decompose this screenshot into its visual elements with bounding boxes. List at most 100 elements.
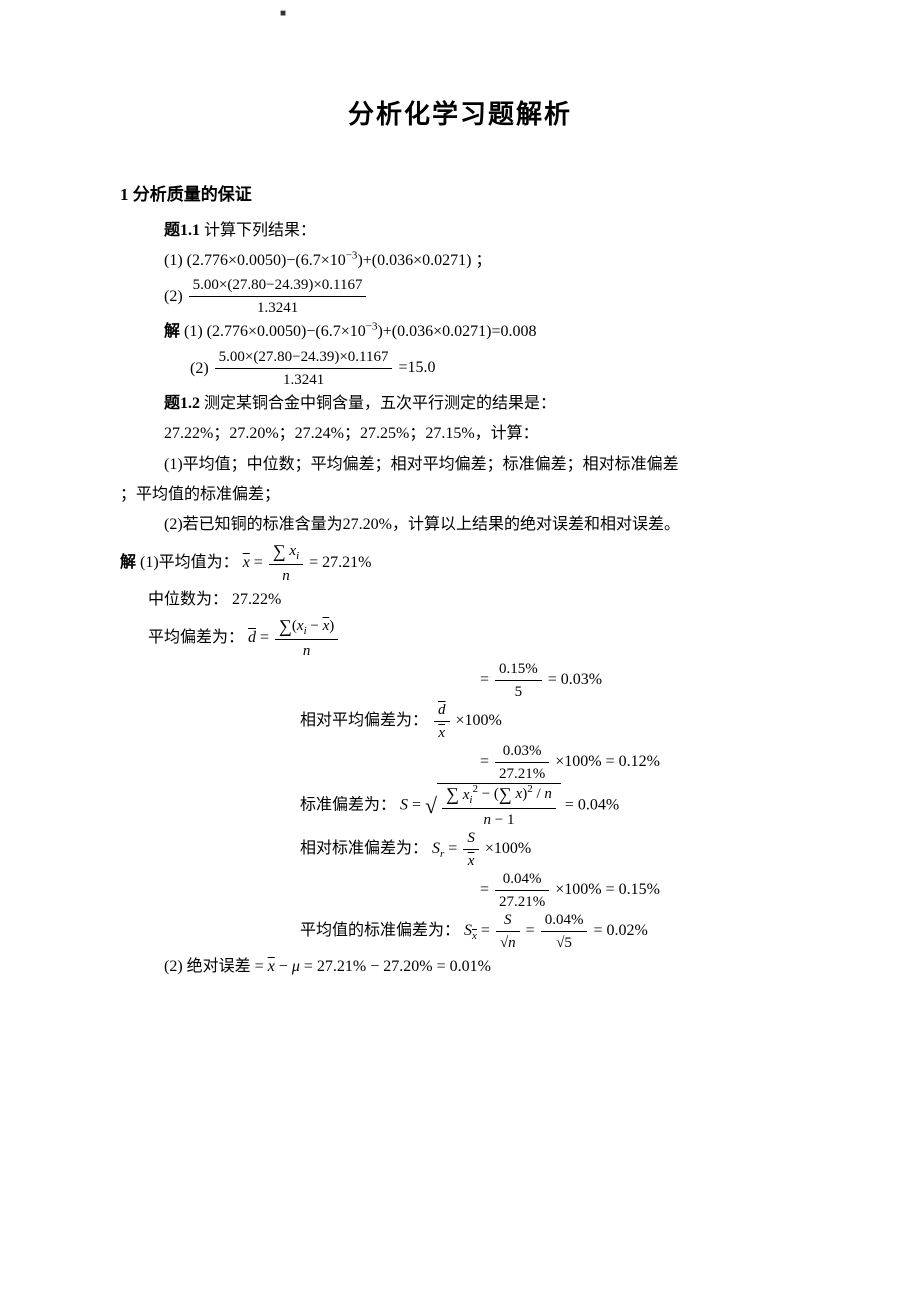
fraction: 0.15% 5: [495, 660, 542, 701]
numerator: 0.03%: [495, 742, 549, 763]
abs-err-lead: (2) 绝对误差 =: [164, 958, 264, 975]
problem-1-2: 题1.2 测定某铜合金中铜含量，五次平行测定的结果是：: [120, 389, 800, 419]
fraction: ∑(xi − x) n: [275, 616, 338, 661]
stddev-line: 标准偏差为： S = √ ∑ xi2 − (∑ x)2 / n n − 1 = …: [120, 783, 800, 829]
solution-label: 解: [120, 554, 136, 571]
problem-label: 题1.1: [164, 222, 200, 239]
problem-1-2-q1a: (1)平均值；中位数；平均偏差；相对平均偏差；标准偏差；相对标准偏差: [120, 450, 800, 480]
median-line: 中位数为： 27.22% ■: [120, 585, 800, 615]
numerator: S: [496, 911, 520, 932]
rel-stddev-label: 相对标准偏差为：: [300, 840, 428, 857]
fraction: ∑ xi2 − (∑ x)2 / n n − 1: [442, 784, 556, 829]
eq-1-1-2: (2) 5.00×(27.80−24.39)×0.1167 1.3241: [120, 276, 800, 317]
problem-1-1: 题1.1 计算下列结果：: [120, 216, 800, 246]
S: S: [400, 797, 408, 814]
sem-label: 平均值的标准偏差为：: [300, 922, 460, 939]
sol-result: =15.0: [398, 359, 435, 376]
denominator: 27.21%: [495, 763, 549, 783]
fraction: 0.03% 27.21%: [495, 742, 549, 783]
rel-avgdev-label: 相对平均偏差为：: [300, 713, 428, 730]
numerator: 5.00×(27.80−24.39)×0.1167: [215, 348, 393, 369]
problem-label: 题1.2: [164, 395, 200, 412]
avgdev-line: 平均偏差为： d = ∑(xi − x) n: [120, 616, 800, 661]
abs-err-line: (2) 绝对误差 = x − μ = 27.21% − 27.20% = 0.0…: [120, 952, 800, 982]
times100: ×100%: [456, 713, 502, 730]
rel-stddev-result: ×100% = 0.15%: [555, 881, 660, 898]
denominator: 27.21%: [495, 891, 549, 911]
mean-result: = 27.21%: [309, 554, 371, 571]
sem-result: = 0.02%: [593, 922, 647, 939]
avgdev-calc: = 0.15% 5 = 0.03%: [120, 660, 800, 701]
rel-avgdev-calc: = 0.03% 27.21% ×100% = 0.12%: [120, 742, 800, 783]
times100: ×100%: [485, 840, 531, 857]
eq-lead: (2): [164, 276, 183, 312]
fraction: S √n: [496, 911, 520, 952]
problem-1-2-q1b: ；平均值的标准偏差；: [120, 480, 800, 510]
fraction: ∑ xi n: [269, 541, 303, 586]
stddev-result: = 0.04%: [565, 797, 619, 814]
rel-stddev-line: 相对标准偏差为： Sr = S x ×100%: [120, 829, 800, 870]
avgdev-label: 平均偏差为：: [148, 629, 244, 646]
problem-prompt: 测定某铜合金中铜含量，五次平行测定的结果是：: [204, 395, 556, 412]
sqrt-icon: √: [425, 793, 437, 818]
denominator: 5: [495, 681, 542, 701]
problem-prompt: 计算下列结果：: [204, 222, 316, 239]
sol-lead: (1): [184, 323, 203, 340]
sol-body: (2.776×0.0050)−(6.7×10−3)+(0.036×0.0271)…: [207, 323, 537, 340]
fraction: d x: [434, 701, 450, 742]
dbar: d: [248, 629, 256, 646]
sqrt: √ ∑ xi2 − (∑ x)2 / n n − 1: [425, 783, 561, 829]
avgdev-result: = 0.03%: [548, 672, 602, 689]
denominator: n: [275, 640, 338, 660]
fraction: 0.04% √5: [541, 911, 588, 952]
eq-1-1-1: (1) (2.776×0.0050)−(6.7×10−3)+(0.036×0.0…: [120, 246, 800, 276]
fraction: S x: [463, 829, 479, 870]
eq-lead: (1): [164, 252, 183, 269]
denominator: x: [463, 850, 479, 870]
section-heading: 1 分析质量的保证: [120, 179, 800, 211]
numerator: 5.00×(27.80−24.39)×0.1167: [189, 276, 367, 297]
denominator: √5: [541, 932, 588, 952]
sem-line: 平均值的标准偏差为： Sx = S √n = 0.04% √5 = 0.02%: [120, 911, 800, 952]
numerator: 0.04%: [541, 911, 588, 932]
numerator: 0.04%: [495, 870, 549, 891]
denominator: √n: [496, 932, 520, 952]
numerator: ∑(xi − x): [275, 616, 338, 641]
mark-icon: ■: [280, 4, 286, 23]
xbar: x: [243, 554, 250, 571]
denominator: 1.3241: [189, 297, 367, 317]
solution-mean: 解 (1)平均值为： x = ∑ xi n = 27.21%: [120, 541, 800, 586]
numerator: ∑ xi: [269, 541, 303, 566]
mean-lead: (1)平均值为：: [140, 554, 239, 571]
denominator: x: [434, 722, 450, 742]
problem-1-2-q2: (2)若已知铜的标准含量为27.20%，计算以上结果的绝对误差和相对误差。: [120, 510, 800, 540]
Sxbar: Sx: [464, 922, 477, 939]
denominator: n: [269, 565, 303, 585]
median-label: 中位数为：: [148, 591, 228, 608]
median-value: 27.22%: [232, 591, 281, 608]
page-title: 分析化学习题解析: [120, 90, 800, 139]
stddev-label: 标准偏差为：: [300, 797, 396, 814]
solution-label: 解: [164, 323, 180, 340]
fraction: 5.00×(27.80−24.39)×0.1167 1.3241: [189, 276, 367, 317]
solution-1-1-1: 解 (1) (2.776×0.0050)−(6.7×10−3)+(0.036×0…: [120, 317, 800, 347]
eq-body: (2.776×0.0050)−(6.7×10−3)+(0.036×0.0271): [187, 252, 472, 269]
numerator: 0.15%: [495, 660, 542, 681]
eq-tail: ；: [475, 252, 491, 269]
problem-1-2-values: 27.22%；27.20%；27.24%；27.25%；27.15%，计算：: [120, 419, 800, 449]
fraction: 0.04% 27.21%: [495, 870, 549, 911]
denominator: n − 1: [442, 809, 556, 829]
denominator: 1.3241: [215, 369, 393, 389]
rel-avgdev-line: 相对平均偏差为： d x ×100%: [120, 701, 800, 742]
rel-stddev-calc: = 0.04% 27.21% ×100% = 0.15%: [120, 870, 800, 911]
eq: =: [526, 922, 535, 939]
numerator: ∑ xi2 − (∑ x)2 / n: [442, 784, 556, 809]
numerator: S: [463, 829, 479, 850]
rel-avgdev-result: ×100% = 0.12%: [555, 754, 660, 771]
Sr: Sr: [432, 840, 444, 857]
solution-1-1-2: (2) 5.00×(27.80−24.39)×0.1167 1.3241 =15…: [120, 348, 800, 389]
numerator: d: [434, 701, 450, 722]
fraction: 5.00×(27.80−24.39)×0.1167 1.3241: [215, 348, 393, 389]
xbar: x: [268, 958, 275, 975]
sol-lead: (2): [190, 348, 209, 384]
